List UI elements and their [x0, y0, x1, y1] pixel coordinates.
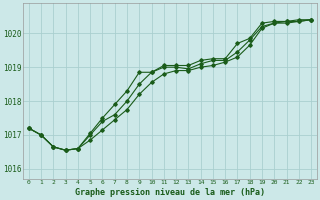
X-axis label: Graphe pression niveau de la mer (hPa): Graphe pression niveau de la mer (hPa)	[75, 188, 265, 197]
